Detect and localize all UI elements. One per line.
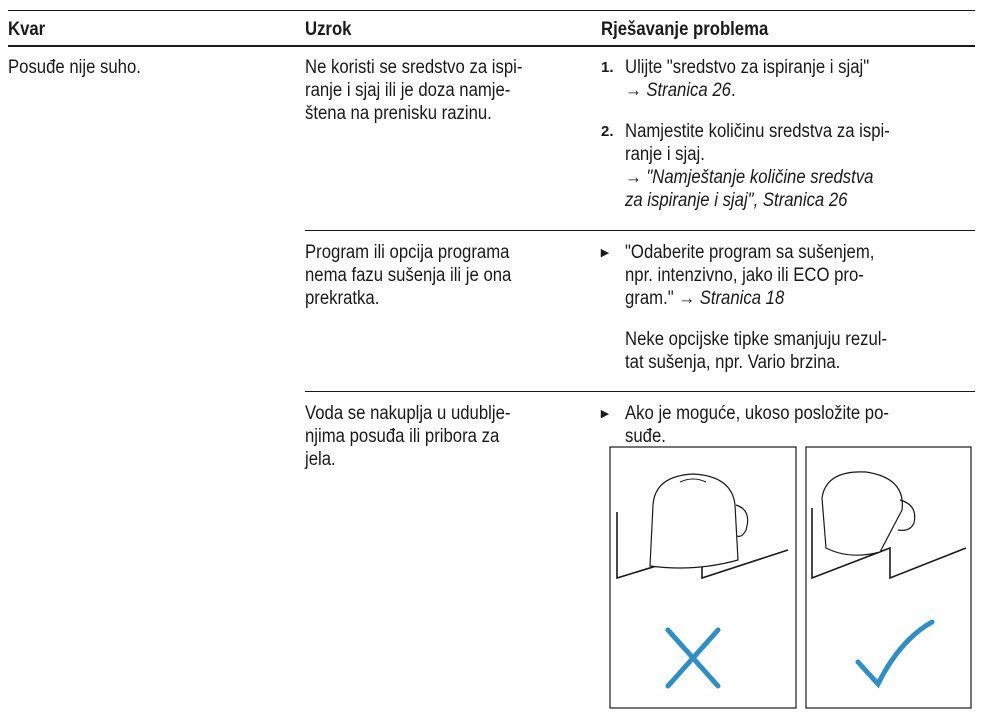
cause-line: nema fazu sušenja ili je ona xyxy=(305,265,512,286)
page-reference: za ispiranje i sjaj", Stranica 26 xyxy=(625,190,848,211)
check-mark xyxy=(855,619,935,689)
text-run: gram." → xyxy=(625,288,700,309)
list-marker: ▸ xyxy=(601,405,609,422)
remedy-line: Ulijte "sredstvo za ispiranje i sjaj" xyxy=(625,57,869,79)
remedy-line: → Stranica 26. xyxy=(625,80,736,102)
cross-mark xyxy=(665,627,721,689)
row-rule xyxy=(305,391,975,392)
column-header: Rješavanje problema xyxy=(601,19,769,40)
page-reference: "Namještanje količine sredstva xyxy=(646,167,874,188)
cause-line: Ne koristi se sredstvo za ispi- xyxy=(305,57,523,78)
text-run: → xyxy=(625,80,647,101)
remedy-line: Namjestite količinu sredstva za ispi- xyxy=(625,121,890,143)
cause-line: štena na prenisku razinu. xyxy=(305,103,492,124)
column-header: Kvar xyxy=(8,19,46,40)
wrong-panel xyxy=(609,446,797,709)
list-marker: 1. xyxy=(601,59,614,76)
header-rule xyxy=(8,45,975,47)
remedy-line: gram." → Stranica 18 xyxy=(625,288,784,310)
fault-text: Posuđe nije suho. xyxy=(8,57,141,78)
remedy-line: tat sušenja, npr. Vario brzina. xyxy=(625,352,840,374)
page-reference: Stranica 26 xyxy=(646,80,731,101)
cause-line: ranje i sjaj ili je doza namje- xyxy=(305,80,511,101)
remedy-line: "Odaberite program sa sušenjem, xyxy=(625,242,874,264)
remedy-line: npr. intenzivno, jako ili ECO pro- xyxy=(625,265,864,287)
remedy-line: ranje i sjaj. xyxy=(625,144,705,166)
text-run: suđe. xyxy=(625,426,666,447)
text-run: Ako je moguće, ukoso posložite po- xyxy=(625,403,889,424)
text-run: Neke opcijske tipke smanjuju rezul- xyxy=(625,329,888,350)
cause-line: njima posuđa ili pribora za xyxy=(305,426,500,447)
remedy-line: Ako je moguće, ukoso posložite po- xyxy=(625,403,889,425)
remedy-line: → "Namještanje količine sredstva xyxy=(625,167,873,189)
right-panel xyxy=(805,446,972,709)
column-header: Uzrok xyxy=(305,19,352,40)
cause-line: Program ili opcija programa xyxy=(305,242,510,263)
text-run: Ulijte "sredstvo za ispiranje i sjaj" xyxy=(625,57,870,78)
list-marker: 2. xyxy=(601,123,614,140)
remedy-line: suđe. xyxy=(625,426,666,448)
text-run: tat sušenja, npr. Vario brzina. xyxy=(625,352,841,373)
remedy-line: za ispiranje i sjaj", Stranica 26 xyxy=(625,190,847,212)
cause-line: jela. xyxy=(305,449,336,470)
cause-line: prekratka. xyxy=(305,288,380,309)
page-reference: Stranica 18 xyxy=(699,288,785,309)
list-marker: ▸ xyxy=(601,244,609,261)
text-run: npr. intenzivno, jako ili ECO pro- xyxy=(625,265,864,286)
text-run: "Odaberite program sa sušenjem, xyxy=(625,242,875,263)
text-run: . xyxy=(730,80,736,101)
top-rule xyxy=(8,10,975,11)
cup xyxy=(821,471,903,556)
text-run: → xyxy=(625,167,647,188)
text-run: Namjestite količinu sredstva za ispi- xyxy=(625,121,890,142)
remedy-line: Neke opcijske tipke smanjuju rezul- xyxy=(625,329,887,351)
cause-line: Voda se nakuplja u udublje- xyxy=(305,403,511,424)
cup xyxy=(649,473,739,569)
row-rule xyxy=(305,230,975,231)
text-run: ranje i sjaj. xyxy=(625,144,705,165)
rack xyxy=(811,508,967,580)
